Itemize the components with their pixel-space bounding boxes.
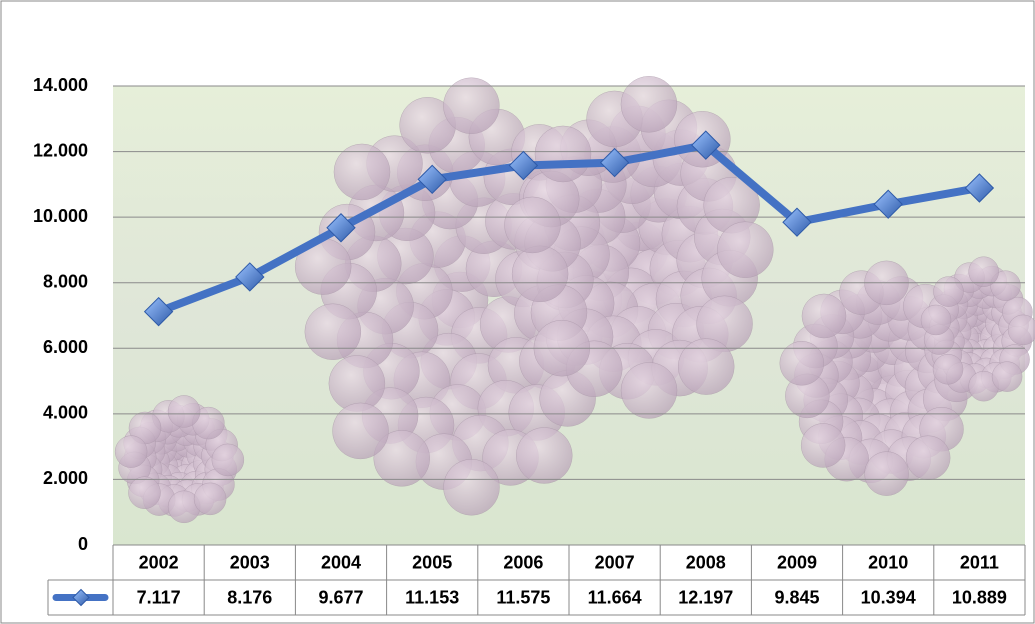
data-table-value: 10.394	[861, 587, 916, 607]
legend-key-marker	[72, 588, 90, 607]
x-tick-label: 2002	[139, 552, 179, 572]
data-table-value: 11.575	[496, 587, 550, 607]
series-line	[157, 141, 981, 316]
grape	[779, 341, 825, 386]
grape	[620, 76, 678, 133]
grape	[905, 435, 951, 480]
grape	[991, 361, 1023, 392]
data-table-value: 11.153	[405, 587, 459, 607]
y-tick-label: 8.000	[43, 271, 88, 291]
x-tick-label: 2007	[595, 552, 635, 572]
x-tick-label: 2011	[960, 552, 999, 572]
grape	[373, 430, 430, 487]
data-table-value: 10.889	[952, 587, 1007, 607]
y-tick-label: 6.000	[43, 337, 88, 357]
marker	[143, 296, 174, 327]
y-tick-label: 12.000	[33, 140, 88, 160]
x-tick-label: 2004	[321, 552, 361, 572]
grape	[193, 482, 227, 516]
x-tick-label: 2006	[503, 552, 543, 572]
y-tick-label: 0	[78, 534, 88, 554]
marker	[235, 262, 265, 292]
data-table-value: 9.677	[318, 587, 363, 607]
x-tick-label: 2003	[230, 552, 270, 572]
grape	[167, 395, 201, 428]
grape	[516, 427, 573, 484]
x-tick-label: 2008	[686, 552, 726, 572]
data-table-value: 9.845	[774, 587, 819, 607]
grape	[864, 451, 909, 496]
grape	[801, 293, 847, 339]
grape	[114, 435, 148, 468]
marker	[782, 207, 812, 237]
grape	[333, 143, 391, 201]
x-tick-label: 2009	[777, 552, 817, 572]
x-tick-label: 2005	[412, 552, 452, 572]
y-tick-label: 10.000	[33, 206, 88, 226]
marker	[417, 164, 447, 195]
data-table-value: 12.197	[678, 587, 733, 607]
y-tick-label: 4.000	[43, 403, 88, 423]
marker	[599, 147, 630, 178]
grape	[933, 276, 964, 307]
marker	[326, 213, 356, 243]
grape	[1007, 314, 1035, 346]
grape	[504, 196, 561, 254]
x-tick-label: 2010	[868, 552, 908, 572]
data-table-value: 7.117	[137, 587, 181, 607]
marker	[964, 173, 995, 203]
marker	[508, 150, 539, 181]
grape	[443, 459, 500, 516]
grape	[717, 221, 774, 278]
grape	[128, 476, 161, 509]
grape	[511, 245, 569, 303]
grape	[332, 402, 389, 460]
grape	[620, 362, 678, 419]
marker	[873, 189, 903, 219]
grape	[304, 303, 362, 361]
marker	[691, 130, 721, 160]
grape	[968, 256, 999, 287]
grape	[990, 270, 1021, 301]
y-tick-label: 2.000	[43, 468, 88, 488]
background-image	[113, 76, 1035, 545]
grape	[932, 354, 964, 385]
grape	[534, 125, 592, 183]
grape	[920, 304, 952, 336]
data-table-value: 8.176	[227, 587, 272, 607]
grape	[211, 443, 245, 477]
grape	[443, 77, 500, 134]
y-tick-label: 14.000	[33, 75, 88, 95]
grape	[800, 423, 846, 468]
grape	[677, 338, 735, 395]
data-table-value: 11.664	[588, 587, 642, 607]
